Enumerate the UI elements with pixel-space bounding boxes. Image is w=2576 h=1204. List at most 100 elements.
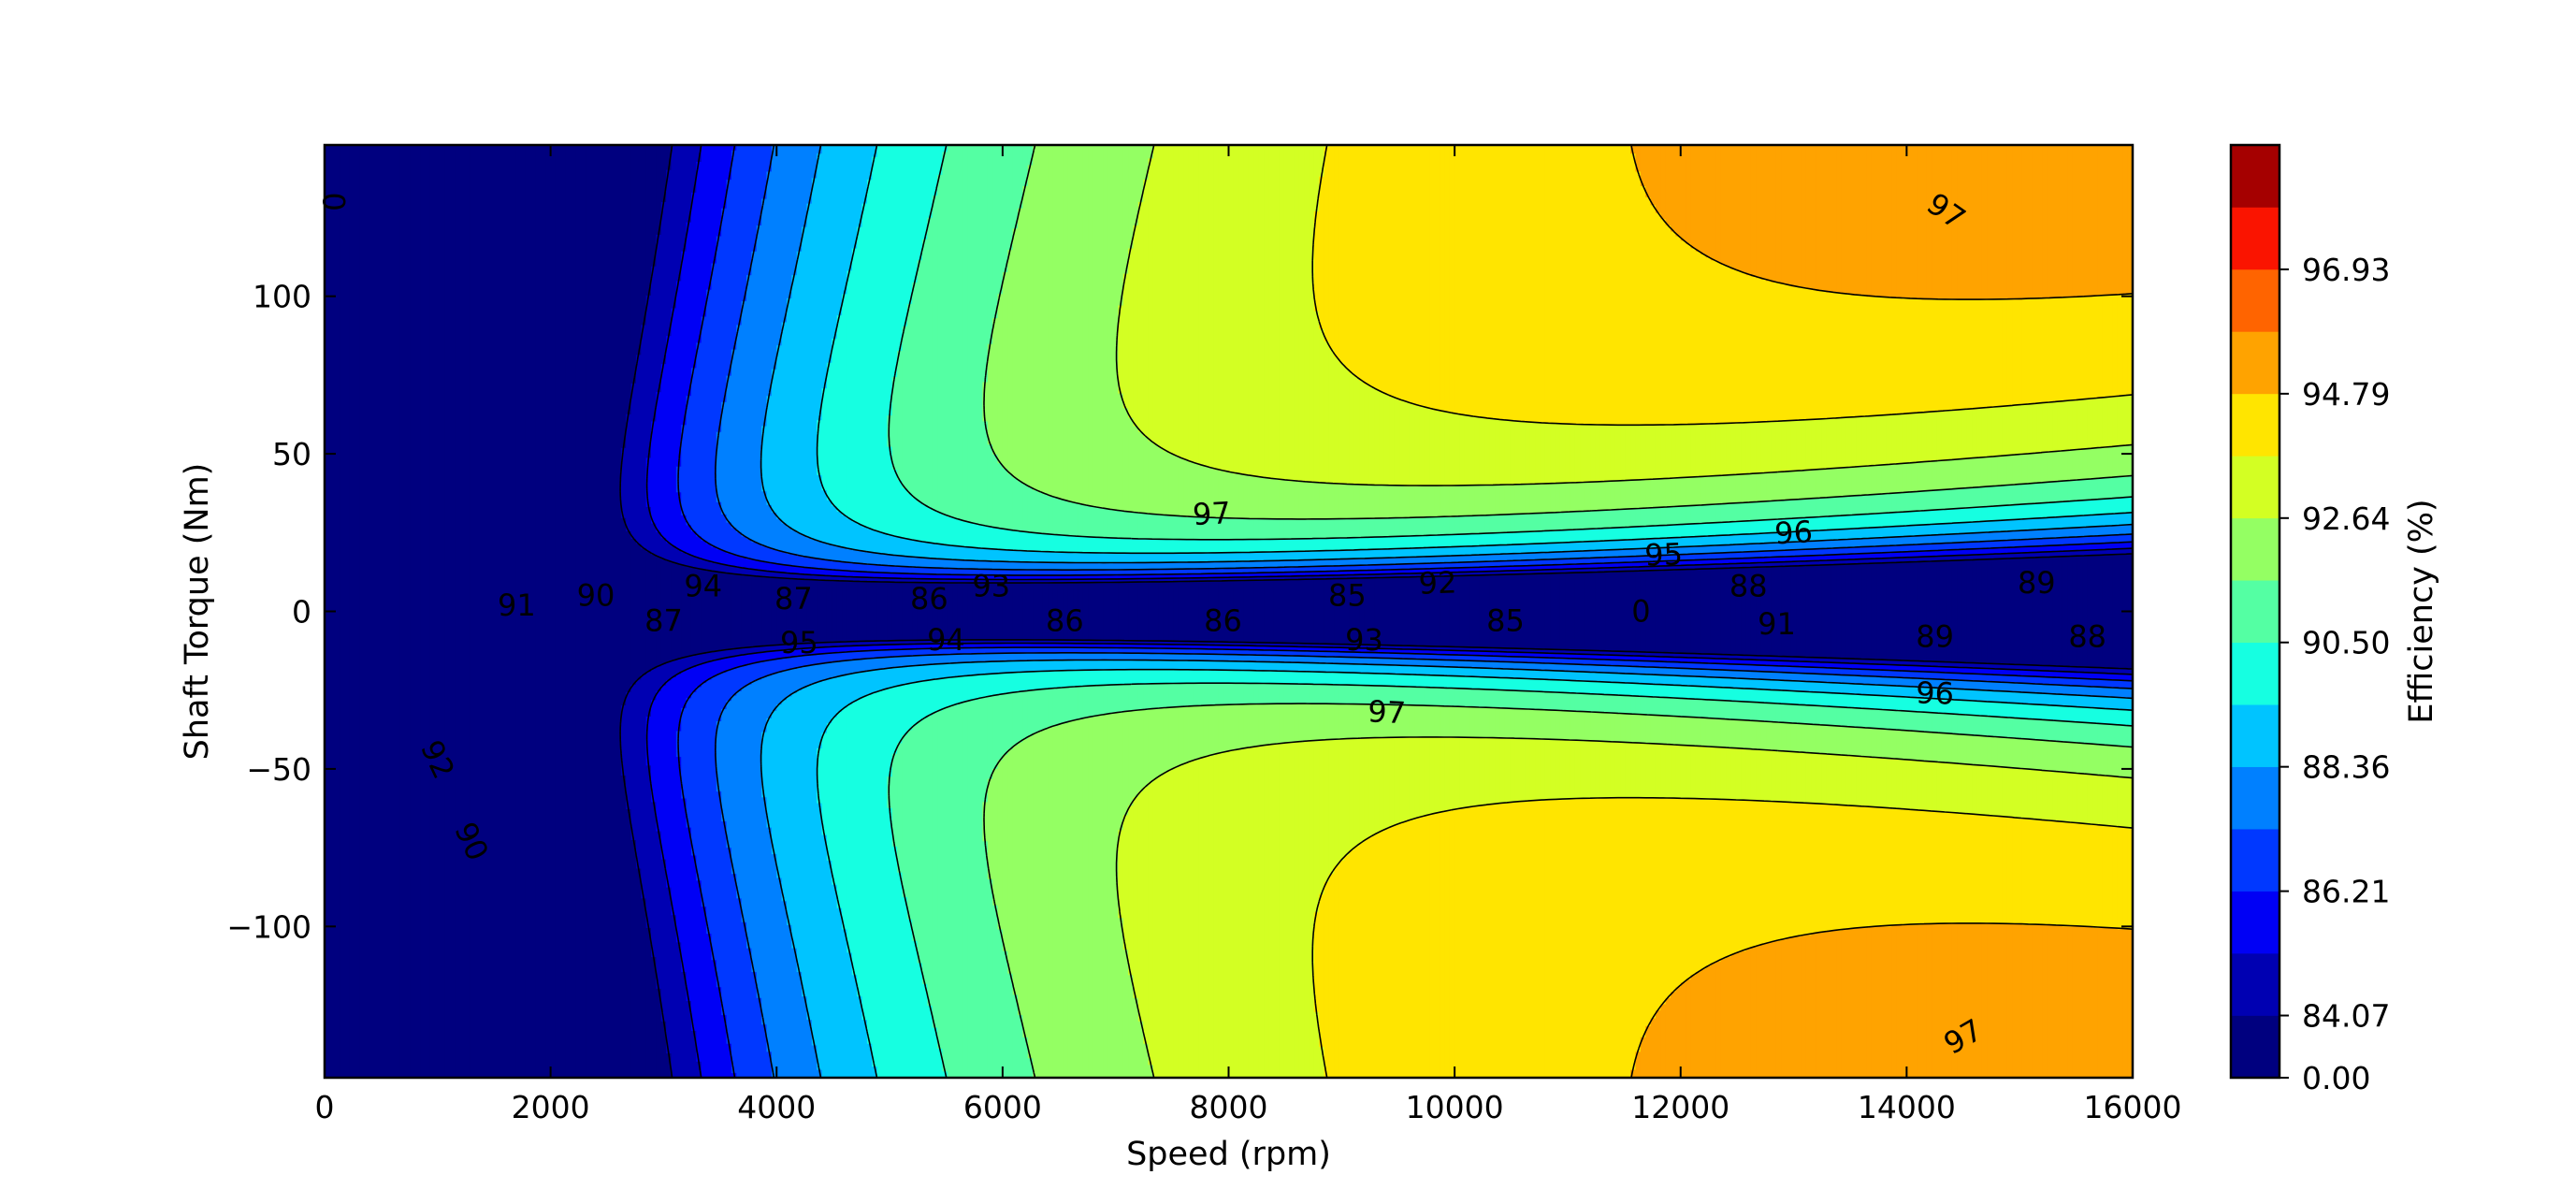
contour-band-cell — [1866, 553, 1873, 559]
contour-band-cell — [1655, 696, 1662, 716]
contour-band-cell — [1484, 418, 1491, 486]
contour-band-cell — [851, 520, 858, 551]
contour-band-cell — [1414, 535, 1421, 549]
contour-band-cell — [1896, 551, 1903, 558]
contour-band-cell — [1107, 643, 1114, 648]
contour-band-cell — [1585, 650, 1591, 655]
contour-band-cell — [1902, 808, 1908, 925]
contour-band-cell — [1499, 484, 1506, 515]
contour-band-cell — [1313, 662, 1320, 673]
contour-band-cell — [1690, 717, 1697, 747]
contour-band-cell — [1037, 643, 1044, 648]
contour-band-cell — [1414, 648, 1421, 655]
contour-band-cell — [1118, 304, 1124, 394]
contour-band-cell — [1198, 645, 1205, 649]
contour-band-cell — [1655, 424, 1662, 480]
contour-band-cell — [1705, 475, 1712, 505]
contour-band-cell — [1409, 516, 1415, 537]
contour-band-cell — [952, 582, 959, 641]
contour-band-cell — [1093, 569, 1099, 576]
contour-band-cell — [1319, 550, 1325, 560]
contour-band-cell — [1525, 652, 1531, 658]
contour-band-cell — [887, 145, 893, 416]
contour-band-cell — [1389, 396, 1396, 486]
contour-band-cell — [1309, 566, 1315, 573]
contour-band-cell — [1103, 574, 1109, 580]
contour-band-cell — [1193, 568, 1200, 574]
contour-band-cell — [1489, 560, 1496, 568]
contour-band-cell — [1836, 145, 1843, 293]
contour-band-cell — [1248, 572, 1255, 578]
contour-band-cell — [1750, 558, 1758, 564]
contour-band-cell — [1720, 264, 1727, 424]
contour-band-cell — [1750, 946, 1758, 1078]
contour-band-cell — [1409, 486, 1415, 518]
contour-band-cell — [1896, 670, 1903, 678]
contour-band-cell — [374, 145, 381, 1078]
contour-band-cell — [1409, 402, 1415, 486]
contour-band-cell — [876, 577, 883, 583]
contour-band-cell — [1671, 506, 1677, 526]
contour-band-cell — [1374, 569, 1381, 574]
contour-band-cell — [1686, 797, 1692, 980]
contour-band-cell — [1614, 549, 1622, 558]
contour-band-cell — [1605, 650, 1612, 656]
contour-band-cell — [1464, 567, 1471, 573]
contour-band-cell — [1881, 493, 1888, 514]
contour-band-cell — [1379, 664, 1385, 675]
contour-band-cell — [1570, 424, 1576, 484]
contour-band-cell — [1440, 649, 1446, 656]
contour-band-cell — [1223, 648, 1230, 656]
contour-band-cell — [1555, 653, 1561, 659]
contour-band-cell — [1726, 658, 1732, 665]
contour-band-cell — [1635, 655, 1642, 661]
contour-band-cell — [1805, 681, 1813, 692]
contour-band-cell — [921, 541, 929, 558]
contour-band-cell — [1861, 415, 1868, 467]
contour-band-cell — [1454, 533, 1461, 547]
contour-band-cell — [1279, 559, 1285, 568]
contour-band-cell — [1479, 646, 1486, 652]
contour-band-cell — [771, 645, 778, 651]
contour-band-cell — [1037, 582, 1044, 641]
contour-band-cell — [1671, 652, 1677, 658]
contour-band-cell — [711, 959, 717, 1078]
contour-band-cell — [866, 693, 874, 1044]
contour-band-cell — [1821, 554, 1828, 561]
contour-band-cell — [1926, 810, 1933, 924]
contour-band-cell — [1570, 739, 1576, 799]
contour-band-cell — [1309, 655, 1315, 664]
contour-band-cell — [1067, 561, 1074, 571]
contour-band-cell — [620, 775, 627, 1078]
contour-band-cell — [1339, 684, 1345, 705]
contour-band-cell — [1726, 265, 1732, 424]
contour-band-cell — [1796, 419, 1802, 471]
contour-band-cell — [1550, 530, 1556, 544]
contour-band-cell — [847, 641, 853, 647]
contour-band-cell — [786, 573, 793, 579]
contour-band-cell — [1906, 664, 1913, 673]
contour-band-cell — [1590, 740, 1597, 799]
contour-band-cell — [1845, 707, 1853, 728]
contour-band-cell — [917, 648, 923, 656]
contour-band-cell — [796, 250, 803, 533]
contour-band-cell — [1620, 424, 1627, 482]
contour-band-cell — [912, 540, 919, 558]
contour-band-cell — [1630, 650, 1637, 656]
contour-band-cell — [1921, 809, 1928, 924]
contour-band-cell — [1559, 658, 1567, 665]
contour-band-cell — [1640, 651, 1646, 657]
contour-band-cell — [1680, 797, 1686, 983]
contour-band-cell — [540, 145, 547, 1078]
contour-band-cell — [1555, 529, 1561, 544]
contour-band-cell — [796, 578, 803, 645]
contour-band-cell — [1349, 651, 1355, 659]
contour-band-cell — [741, 646, 747, 656]
contour-band-cell — [817, 646, 823, 655]
contour-band-cell — [1876, 552, 1883, 558]
contour-band-cell — [1790, 802, 1798, 937]
contour-band-cell — [1022, 652, 1029, 661]
contour-band-cell — [1213, 752, 1220, 1078]
contour-band-cell — [1766, 721, 1773, 751]
contour-band-cell — [1469, 574, 1476, 648]
